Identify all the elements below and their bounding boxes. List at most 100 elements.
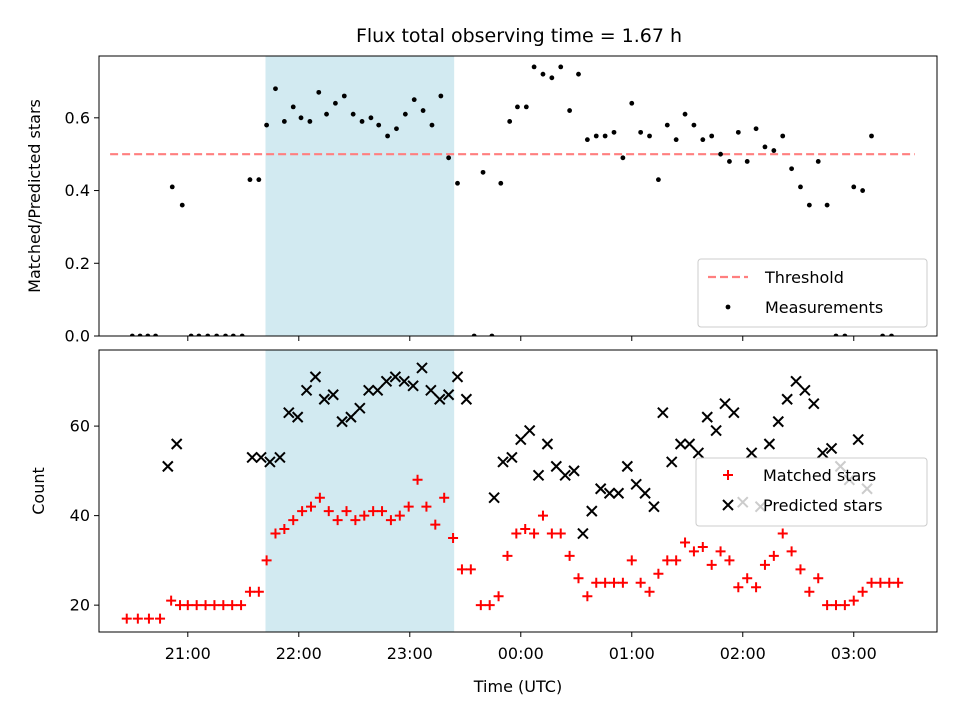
predicted-star-point (648, 500, 660, 513)
predicted-star-point (425, 384, 437, 396)
predicted-star-point (612, 487, 625, 499)
measurement-point (515, 104, 520, 110)
predicted-star-point (666, 456, 678, 468)
bottom-x-tick-label: 21:00 (165, 644, 211, 663)
measurement-point (438, 93, 444, 99)
top-panel: 0.0 0.2 0.4 0.6 Matched/Predicted stars Thres… (25, 55, 938, 346)
predicted-star-point (371, 384, 384, 396)
predicted-star-point (318, 393, 331, 405)
measurement-point (489, 333, 495, 336)
measurement-point (842, 333, 848, 336)
matched-star-point (866, 577, 877, 588)
predicted-star-point (274, 451, 286, 464)
predicted-star-point (657, 406, 669, 419)
measurement-point (153, 333, 159, 336)
predicted-star-point (621, 460, 634, 473)
measurement-point (851, 184, 857, 190)
matched-star-point (600, 577, 611, 588)
measurement-point (762, 144, 768, 150)
measurement-point (446, 155, 452, 161)
matched-star-point (244, 586, 255, 597)
predicted-star-point (745, 447, 758, 459)
bottom-y-tick-label: 60 (70, 417, 90, 436)
predicted-star-point (719, 398, 731, 410)
matched-star-point (609, 577, 620, 588)
predicted-star-point (451, 371, 464, 383)
matched-star-point (617, 577, 628, 588)
measurement-point (860, 188, 866, 193)
measurement-point (798, 184, 803, 190)
legend-predicted-label: Predicted stars (763, 496, 883, 515)
predicted-star-point (170, 438, 183, 450)
matched-star-point (132, 613, 143, 624)
top-y-tick-label: 0.0 (65, 327, 90, 346)
matched-star-point (582, 591, 593, 602)
predicted-star-point (460, 393, 473, 405)
top-y-axis-label: Matched/Predicted stars (25, 99, 44, 293)
predicted-star-point (523, 424, 536, 437)
measurement-point (806, 202, 812, 208)
predicted-star-point (442, 389, 455, 401)
matched-star-point (385, 515, 396, 526)
bottom-x-tick-label: 23:00 (387, 644, 433, 663)
predicted-star-point (255, 451, 267, 464)
measurement-point (744, 159, 750, 164)
matched-star-point (555, 528, 566, 539)
matched-star-point (403, 501, 414, 512)
matched-star-point (359, 510, 370, 521)
measurement-point (664, 122, 670, 128)
measurement-point (188, 333, 194, 336)
measurement-point (567, 108, 573, 113)
predicted-star-point (506, 451, 518, 464)
measurement-point (223, 333, 228, 336)
matched-star-point (537, 510, 548, 521)
matched-star-point (635, 577, 646, 588)
matched-star-point (857, 586, 868, 597)
measurement-point (402, 111, 408, 117)
matched-star-point (875, 577, 886, 588)
predicted-star-point (825, 442, 838, 455)
bottom-x-tick-label: 01:00 (609, 644, 655, 663)
top-plot-area (110, 56, 915, 336)
predicted-star-point (799, 384, 811, 396)
matched-star-point (706, 559, 717, 570)
bottom-y-tick-label: 20 (70, 596, 90, 615)
predicted-star-point (559, 469, 571, 482)
measurement-point (869, 133, 874, 139)
matched-star-point (253, 586, 264, 597)
measurement-point (350, 111, 356, 117)
bottom-x-tick-label: 02:00 (720, 644, 766, 663)
matched-star-point (759, 559, 770, 570)
predicted-star-point (577, 527, 589, 540)
matched-star-point (502, 550, 513, 561)
matched-star-point (653, 568, 664, 579)
measurement-point (316, 89, 322, 95)
measurement-point (753, 126, 759, 132)
matched-star-point (546, 528, 557, 539)
matched-star-point (848, 595, 859, 606)
predicted-star-point (550, 460, 563, 473)
measurement-point (256, 177, 262, 183)
matched-star-point (680, 537, 691, 548)
predicted-star-point (808, 398, 820, 410)
measurement-point (709, 133, 715, 139)
predicted-star-point (363, 384, 375, 396)
measurement-point (833, 333, 839, 336)
measurement-point (239, 333, 245, 336)
matched-star-point (626, 555, 637, 566)
measurement-point (880, 333, 886, 336)
matched-star-point (200, 600, 211, 611)
measurement-point (333, 100, 338, 106)
matched-star-point (368, 506, 379, 517)
predicted-star-point (488, 492, 500, 504)
top-y-tick-label: 0.6 (65, 108, 90, 127)
predicted-star-point (772, 415, 784, 428)
measurement-point (411, 97, 417, 103)
matched-star-point (394, 510, 405, 521)
matched-star-point (314, 492, 325, 503)
measurement-point (480, 169, 486, 175)
predicted-star-point (790, 375, 802, 388)
legend-measurements-label: Measurements (765, 298, 883, 317)
bottom-highlight-span (265, 350, 455, 632)
